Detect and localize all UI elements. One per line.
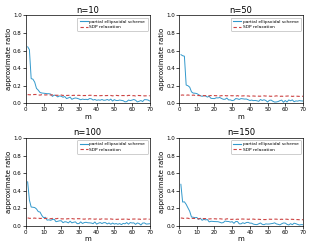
Y-axis label: approximate ratio: approximate ratio — [6, 151, 12, 213]
Title: n=50: n=50 — [230, 5, 252, 15]
Legend: partial ellipsoidal scheme, SDP relaxation: partial ellipsoidal scheme, SDP relaxati… — [231, 18, 301, 31]
X-axis label: m: m — [238, 114, 244, 120]
Y-axis label: approximate ratio: approximate ratio — [159, 151, 165, 213]
Legend: partial ellipsoidal scheme, SDP relaxation: partial ellipsoidal scheme, SDP relaxati… — [77, 140, 148, 154]
Title: n=10: n=10 — [76, 5, 99, 15]
Y-axis label: approximate ratio: approximate ratio — [159, 28, 165, 91]
X-axis label: m: m — [238, 236, 244, 243]
Y-axis label: approximate ratio: approximate ratio — [6, 28, 12, 91]
X-axis label: m: m — [85, 114, 91, 120]
Title: n=150: n=150 — [227, 128, 255, 137]
Legend: partial ellipsoidal scheme, SDP relaxation: partial ellipsoidal scheme, SDP relaxati… — [77, 18, 148, 31]
Legend: partial ellipsoidal scheme, SDP relaxation: partial ellipsoidal scheme, SDP relaxati… — [231, 140, 301, 154]
Title: n=100: n=100 — [74, 128, 102, 137]
X-axis label: m: m — [85, 236, 91, 243]
